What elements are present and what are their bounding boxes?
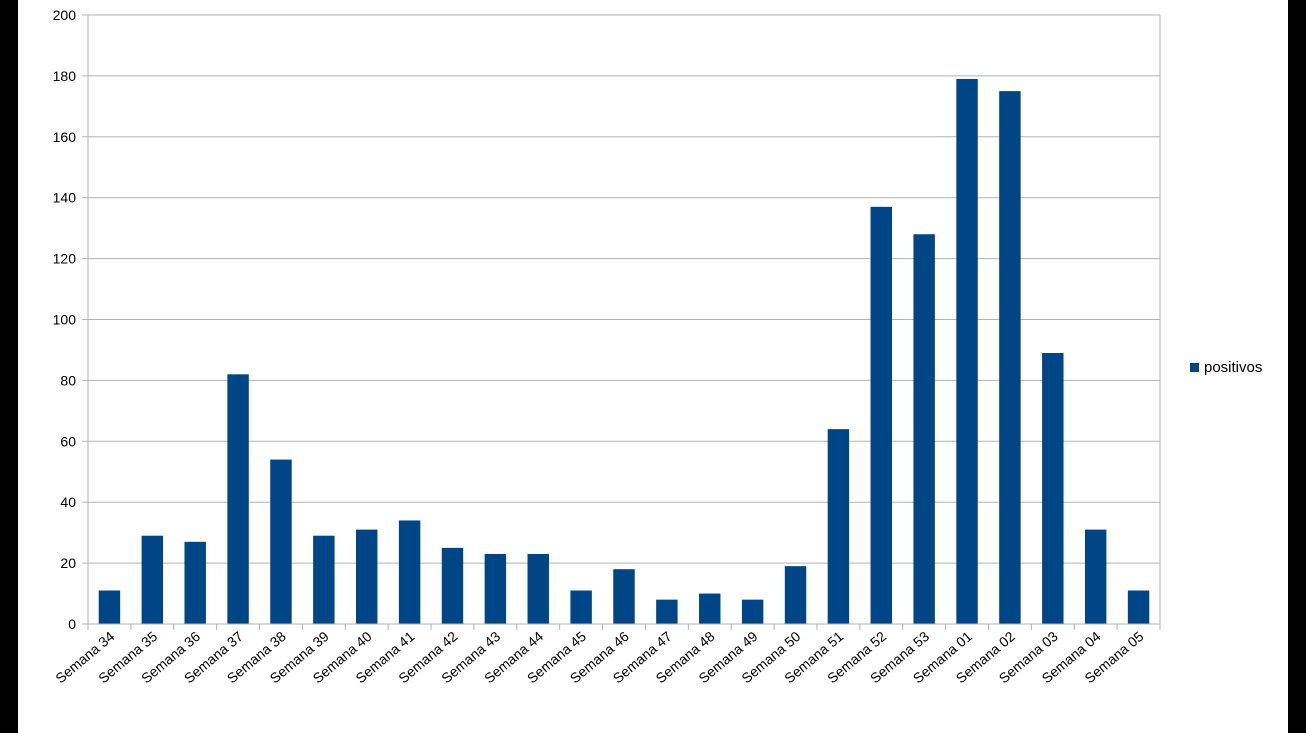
bar bbox=[98, 590, 121, 624]
bar bbox=[570, 590, 592, 624]
bar bbox=[699, 593, 721, 624]
bar bbox=[870, 206, 892, 624]
bar bbox=[956, 78, 978, 624]
y-tick-label: 40 bbox=[60, 494, 76, 510]
bar bbox=[527, 553, 549, 624]
bar bbox=[313, 535, 335, 624]
legend: positivos bbox=[1190, 359, 1262, 376]
bar bbox=[141, 535, 164, 624]
bar bbox=[741, 599, 764, 624]
bar bbox=[999, 91, 1021, 624]
y-tick-label: 120 bbox=[53, 251, 77, 267]
bar bbox=[270, 459, 292, 624]
chart-frame: 0 20 40 60 80 100 120 140 160 180 200 Semana 34 Sema… bbox=[18, 0, 1288, 733]
y-tick-label: 200 bbox=[53, 7, 77, 23]
bar bbox=[398, 520, 421, 624]
y-tick-label: 160 bbox=[53, 129, 77, 145]
y-tick-label: 80 bbox=[60, 372, 76, 388]
y-tick-label: 60 bbox=[60, 433, 76, 449]
bar bbox=[1042, 352, 1064, 624]
bar bbox=[1084, 529, 1107, 624]
legend-label: positivos bbox=[1204, 359, 1263, 376]
y-tick-label: 0 bbox=[68, 616, 76, 632]
bar bbox=[441, 547, 464, 624]
bar bbox=[656, 599, 678, 624]
bar bbox=[784, 566, 807, 624]
bar bbox=[356, 529, 378, 624]
bar bbox=[913, 234, 935, 625]
bar bbox=[827, 429, 850, 624]
y-tick-label: 20 bbox=[60, 555, 76, 571]
y-tick-label: 100 bbox=[53, 312, 77, 328]
y-tick-label: 180 bbox=[53, 68, 77, 84]
bar bbox=[184, 541, 206, 624]
bar bbox=[1127, 590, 1150, 624]
bar bbox=[227, 374, 249, 624]
bar bbox=[484, 553, 507, 624]
bar bbox=[613, 569, 635, 624]
legend-swatch bbox=[1190, 363, 1199, 372]
y-tick-label: 140 bbox=[53, 190, 77, 206]
